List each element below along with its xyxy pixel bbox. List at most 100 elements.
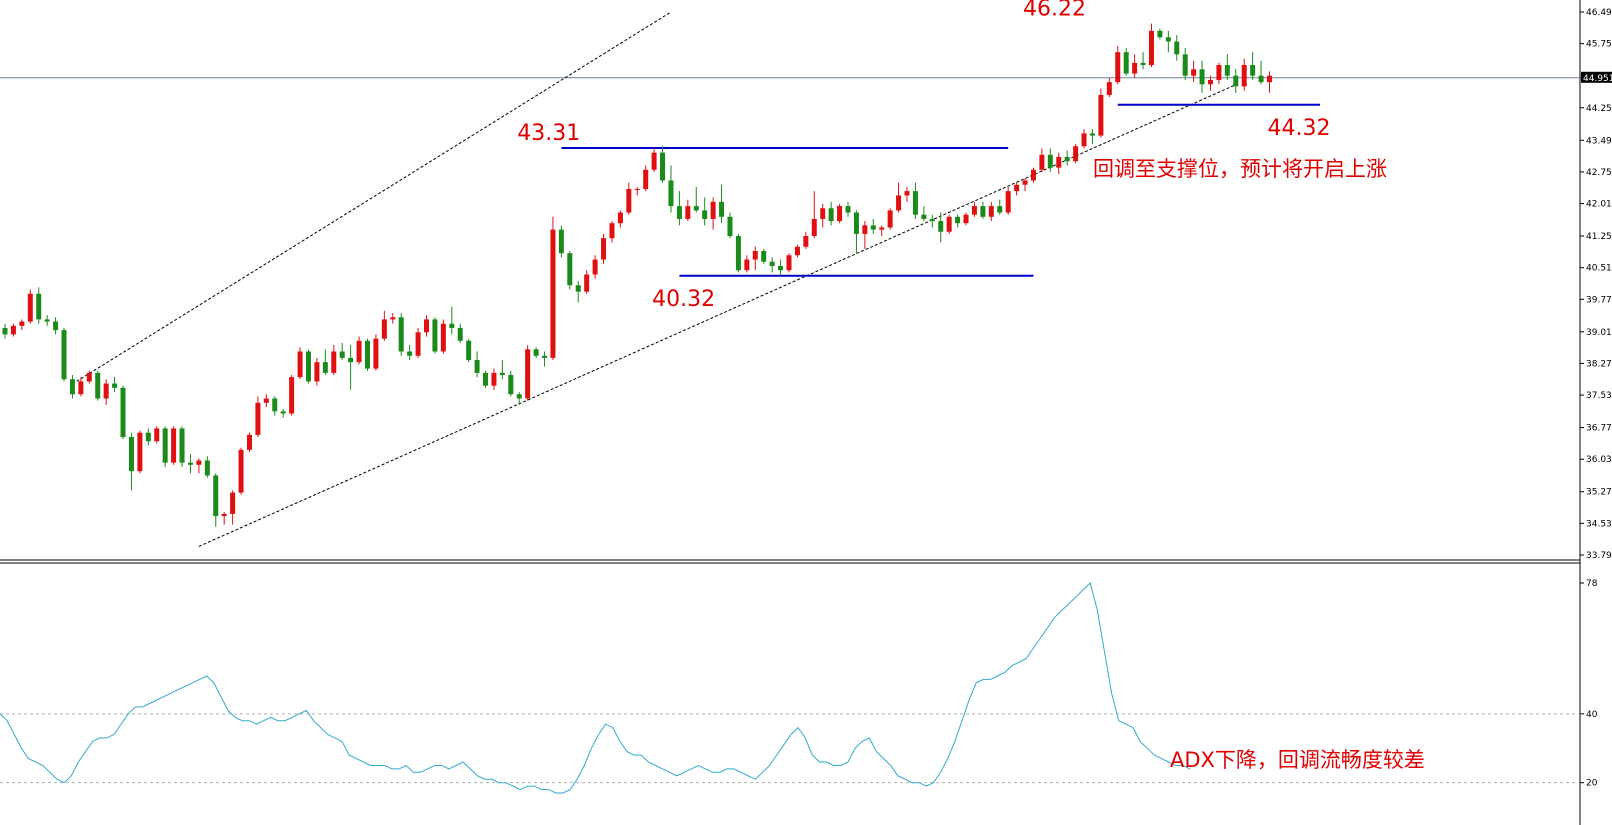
candle: [415, 327, 421, 358]
candle-body: [339, 351, 345, 358]
adx-axis: 78 40 20: [1580, 579, 1598, 789]
price-tick-label: 40.510: [1586, 264, 1612, 274]
candle: [533, 347, 539, 358]
candle: [196, 458, 202, 474]
candle-body: [272, 398, 278, 412]
candle: [499, 360, 505, 380]
candle: [449, 306, 455, 335]
candle: [1250, 52, 1256, 80]
candle: [853, 210, 859, 254]
candle: [1157, 28, 1163, 40]
candle: [643, 165, 649, 192]
candle: [1098, 88, 1104, 138]
candle-body: [457, 327, 463, 341]
price-tick-label: 36.770: [1586, 424, 1612, 434]
candle: [794, 244, 800, 258]
candle-body: [36, 293, 42, 320]
candle-body: [1233, 75, 1239, 87]
candle-body: [305, 351, 311, 382]
current-price-label: 44.951: [1583, 74, 1612, 84]
candle-body: [752, 251, 758, 260]
candle-body: [364, 340, 370, 369]
candle-body: [609, 223, 615, 239]
candle: [432, 317, 438, 354]
candle-body: [120, 387, 126, 437]
candle-body: [980, 206, 986, 217]
adx-tick-label: 40: [1586, 710, 1598, 720]
candle: [879, 225, 885, 237]
candle-body: [1216, 65, 1222, 80]
candle: [1014, 182, 1020, 196]
candle: [1047, 148, 1053, 172]
candle-body: [289, 377, 295, 414]
candle: [1165, 30, 1171, 53]
candle-body: [1005, 191, 1011, 213]
candle: [440, 319, 446, 354]
candle: [1081, 129, 1087, 149]
candle-body: [331, 351, 337, 373]
candle: [575, 280, 581, 303]
candle: [171, 426, 177, 465]
candle: [735, 233, 741, 273]
candle-body: [693, 206, 699, 211]
candle-body: [685, 206, 691, 219]
candle: [601, 233, 607, 264]
current-price-tag-bg: [1581, 71, 1612, 83]
candle: [837, 203, 843, 224]
candle: [373, 334, 379, 371]
candle: [95, 370, 101, 401]
candle-body: [786, 255, 792, 271]
candle-body: [246, 434, 252, 450]
candle-body: [963, 214, 969, 224]
candle: [1258, 60, 1264, 85]
candle-body: [137, 432, 143, 472]
price-tick-label: 39.770: [1586, 295, 1612, 305]
horizontal-levels: [561, 103, 1321, 277]
candle: [752, 246, 758, 271]
price-tick-label: 38.270: [1586, 359, 1612, 369]
candle: [542, 351, 548, 367]
candle: [980, 201, 986, 219]
candle: [339, 342, 345, 361]
candle: [103, 379, 109, 405]
candle-body: [735, 236, 741, 271]
candle-body: [542, 355, 548, 358]
candle: [238, 447, 244, 495]
candle: [1199, 60, 1205, 93]
candle: [929, 214, 935, 228]
candle: [221, 511, 227, 525]
candle-body: [1267, 75, 1272, 83]
price-tick-label: 43.490: [1586, 136, 1612, 146]
candle-body: [744, 259, 750, 271]
candle: [424, 315, 429, 337]
candle-body: [862, 225, 868, 234]
candle-body: [516, 394, 522, 399]
candle: [634, 186, 640, 196]
candle: [508, 370, 514, 397]
candle: [1233, 69, 1239, 93]
candle-body: [820, 208, 826, 219]
candle-body: [997, 206, 1003, 213]
candle-body: [794, 246, 800, 256]
candle-body: [955, 216, 961, 224]
candle: [120, 385, 126, 440]
candle: [1089, 129, 1095, 145]
candle: [592, 255, 598, 279]
candle-body: [1199, 69, 1205, 85]
candle-body: [634, 189, 640, 191]
candle-body: [702, 210, 708, 219]
candle: [27, 289, 33, 324]
candle: [390, 313, 396, 324]
candle-body: [660, 152, 666, 181]
candle: [609, 221, 615, 243]
candle-body: [440, 323, 446, 352]
candle-body: [1030, 169, 1036, 181]
price-tick-label: 42.010: [1586, 200, 1612, 210]
candle: [1064, 150, 1070, 166]
candle: [1140, 52, 1146, 70]
candle-body: [154, 428, 160, 442]
candle: [466, 338, 472, 363]
price-tick-label: 45.750: [1586, 40, 1612, 50]
